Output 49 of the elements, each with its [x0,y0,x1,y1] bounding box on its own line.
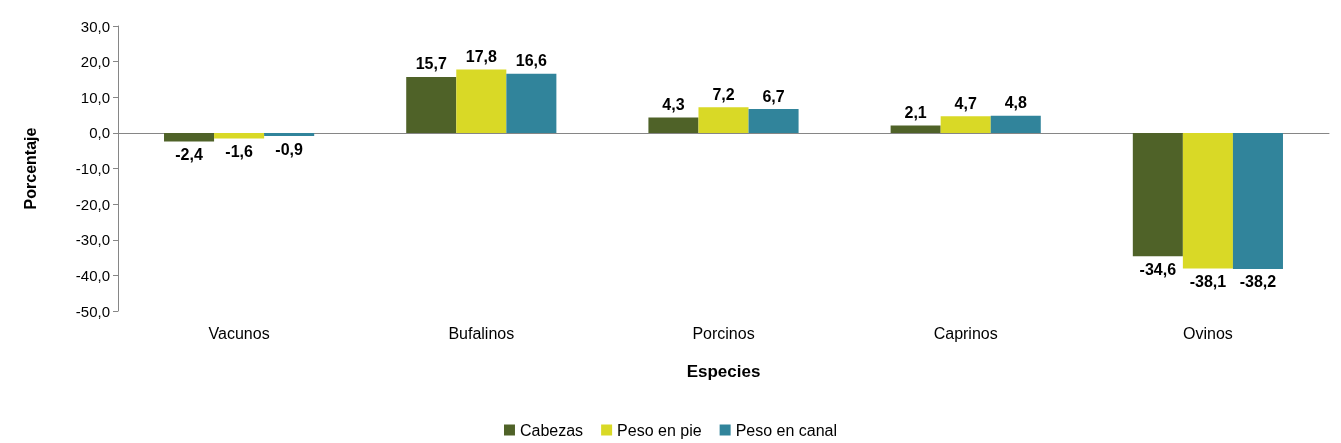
bar [940,116,991,133]
bar [648,117,699,133]
data-label: 15,7 [415,55,447,73]
bar [214,132,265,139]
y-tick-label: 10,0 [80,88,110,106]
x-axis-title: Especies [686,362,761,381]
data-label: -38,2 [1239,273,1277,291]
bar [748,109,799,133]
y-tick-label: 30,0 [80,17,110,35]
data-label: 4,7 [954,94,977,112]
y-axis-title: Porcentaje [21,127,39,210]
data-label: -0,9 [275,140,304,158]
bar [990,115,1041,133]
x-tick-label: Bufalinos [448,324,515,342]
x-tick-label: Porcinos [692,324,755,342]
bar [1182,132,1233,269]
bar [456,69,507,133]
y-tick-label: 20,0 [80,53,110,71]
y-tick-label: -50,0 [75,302,110,320]
x-tick-label: Vacunos [208,324,270,342]
bar [890,125,941,133]
bar [264,132,315,137]
data-label: -2,4 [175,145,203,163]
data-label: 4,8 [1004,94,1027,112]
data-label: 2,1 [904,103,927,121]
x-tick-label: Caprinos [933,324,998,342]
y-tick-label: -10,0 [75,160,110,177]
data-label: 17,8 [465,47,497,65]
data-label: 4,3 [662,96,685,114]
data-label: -38,1 [1189,273,1227,291]
y-tick-label: 0,0 [89,124,110,142]
data-label: 6,7 [762,87,785,105]
bar [164,132,215,142]
y-tick-label: -20,0 [75,195,110,213]
legend-label: Peso en pie [617,421,702,439]
x-tick-label: Ovinos [1183,324,1233,342]
bar [698,107,749,133]
bar [1232,132,1283,269]
legend-label: Cabezas [519,421,584,439]
legend-label: Peso en canal [735,421,838,439]
bar [1132,132,1183,257]
data-label: 7,2 [712,85,735,103]
data-label: 16,6 [515,52,548,70]
data-label: -1,6 [225,143,253,161]
y-tick-label: -30,0 [75,231,110,249]
data-label: -34,6 [1139,260,1177,278]
bar [406,76,457,133]
bar [506,73,557,133]
y-tick-label: -40,0 [75,266,110,284]
